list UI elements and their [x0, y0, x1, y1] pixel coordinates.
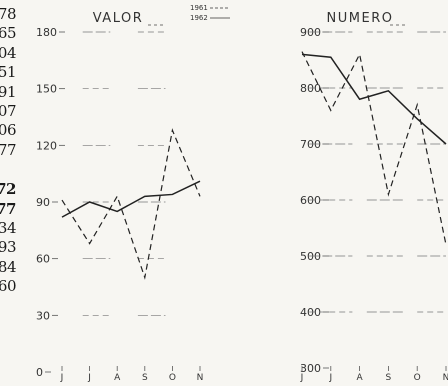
y-tick-label: 800 — [300, 82, 321, 95]
y-tick-label: 30 — [36, 309, 50, 322]
y-tick-label: 60 — [36, 253, 50, 266]
margin-number: 04 — [0, 43, 17, 62]
left-margin-numbers: 78 65 04 51 91 07 06 77 72 77 34 93 84 60 — [0, 0, 22, 386]
margin-number: 34 — [0, 219, 17, 237]
margin-number: 07 — [0, 102, 17, 120]
y-tick-label: 400 — [300, 306, 321, 319]
margin-number: 51 — [0, 63, 17, 82]
x-tick-label: J — [300, 373, 304, 383]
y-tick-label: 150 — [36, 83, 57, 96]
x-tick-label: A — [114, 373, 121, 383]
y-tick-label: 700 — [300, 138, 321, 151]
y-tick-label: 90 — [36, 196, 50, 209]
x-tick-label: J — [328, 373, 332, 383]
x-tick-label: N — [197, 373, 204, 383]
x-tick-label: J — [87, 373, 91, 383]
margin-number: 72 — [0, 180, 16, 199]
legend-label: 1961 — [190, 4, 208, 12]
y-tick-label: 180 — [36, 26, 57, 39]
margin-number: 78 — [0, 5, 17, 23]
y-tick-label: 120 — [36, 139, 57, 152]
margin-number: 84 — [0, 257, 17, 276]
legend-label: 1962 — [190, 14, 208, 22]
margin-number: 60 — [0, 277, 17, 296]
x-tick-label: S — [142, 373, 148, 383]
x-tick-label: J — [60, 373, 64, 383]
y-tick-label: 300 — [300, 362, 321, 375]
margin-number: 93 — [0, 238, 17, 257]
chart-title: NUMERO — [327, 11, 394, 26]
y-tick-label: 600 — [300, 194, 321, 207]
margin-number: 77 — [0, 140, 17, 159]
series-line-1962 — [61, 180, 201, 218]
series-line-1962 — [301, 53, 447, 145]
margin-number: 65 — [0, 24, 17, 43]
y-tick-label: 500 — [300, 250, 321, 263]
x-tick-label: S — [386, 373, 392, 383]
chart-title: VALOR — [93, 11, 144, 26]
x-tick-label: A — [357, 373, 364, 383]
x-tick-label: O — [414, 373, 421, 383]
margin-number: 77 — [0, 199, 16, 218]
margin-number: 91 — [0, 82, 17, 101]
y-tick-label: 900 — [300, 26, 321, 39]
y-tick-label: 0 — [36, 366, 43, 379]
margin-number: 06 — [0, 121, 17, 140]
x-tick-label: O — [169, 373, 176, 383]
series-line-1961 — [301, 51, 447, 245]
x-tick-label: N — [443, 373, 448, 383]
series-line-1961 — [61, 128, 201, 280]
